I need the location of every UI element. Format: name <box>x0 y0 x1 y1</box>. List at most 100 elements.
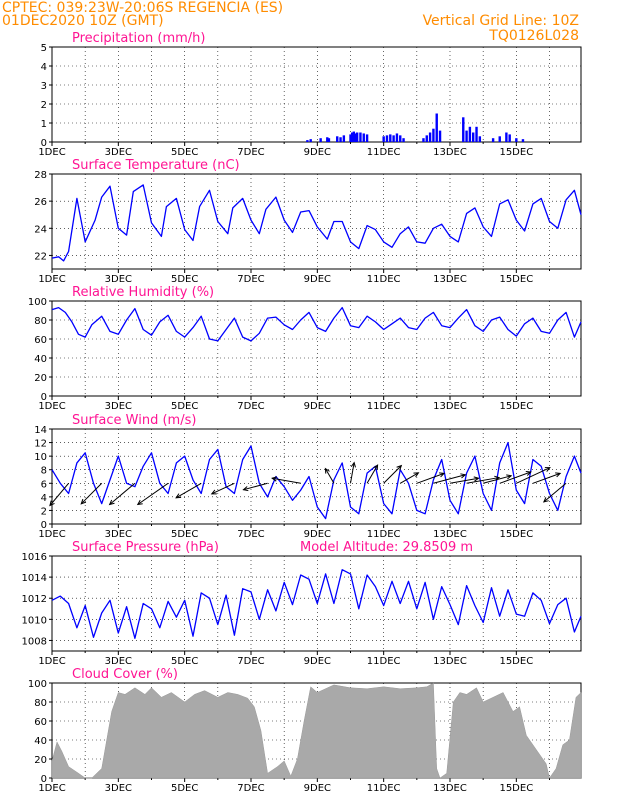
x-tick-label: 13DEC <box>433 783 467 794</box>
y-tick-label: 40 <box>34 736 47 747</box>
wind-arrow <box>366 464 379 484</box>
header-grid-note: Vertical Grid Line: 10Z <box>423 13 579 29</box>
x-tick-label: 11DEC <box>367 529 401 540</box>
y-tick-label: 4 <box>41 493 47 504</box>
x-tick-label: 1DEC <box>38 783 65 794</box>
precip-bar <box>505 132 508 142</box>
precip-bar <box>385 135 389 142</box>
precip-bar <box>498 136 501 142</box>
panel-frame <box>51 555 582 652</box>
precip-bar <box>472 132 475 142</box>
x-tick-label: 9DEC <box>304 656 331 667</box>
precip-bar <box>306 140 309 142</box>
y-tick-label: 4 <box>41 62 47 73</box>
header-location: CPTEC: 039:23W-20:06S REGENCIA (ES) <box>2 0 283 16</box>
precip-bar <box>339 137 342 142</box>
cloud-cover-area <box>51 682 582 779</box>
wind-arrow <box>324 467 335 484</box>
y-tick-label: 8 <box>41 466 47 477</box>
x-tick-label: 1DEC <box>38 147 65 158</box>
y-tick-label: 3 <box>41 81 47 92</box>
y-tick-label: 20 <box>34 373 47 384</box>
x-tick-label: 1DEC <box>38 656 65 667</box>
precip-bar <box>336 136 339 142</box>
precip-bar <box>475 126 478 142</box>
y-tick-label: 1014 <box>22 573 47 584</box>
wind-arrow <box>516 467 551 484</box>
precip-bar <box>309 139 312 142</box>
x-tick-label: 1DEC <box>38 274 65 285</box>
panel-title: Surface Pressure (hPa) <box>72 540 219 555</box>
panel-precipitation: 0 1 2 3 4 5 1DEC 3DEC 5DEC 7DEC 9DEC 11DEC 13DEC 15DE… <box>38 31 582 158</box>
series-line-temperature <box>51 184 582 262</box>
panel-frame <box>51 428 582 525</box>
x-tick-label: 15DEC <box>499 783 533 794</box>
x-tick-label: 9DEC <box>304 783 331 794</box>
precip-bar <box>468 126 472 142</box>
x-tick-label: 13DEC <box>433 274 467 285</box>
y-tick-label: 6 <box>41 479 47 490</box>
y-tick-label: 2 <box>41 506 47 517</box>
precip-bar <box>355 132 359 142</box>
x-tick-label: 5DEC <box>171 147 198 158</box>
precip-bar <box>508 134 511 142</box>
y-tick-label: 60 <box>34 335 47 346</box>
x-tick-label: 3DEC <box>105 401 132 412</box>
x-tick-label: 9DEC <box>304 274 331 285</box>
x-tick-label: 15DEC <box>499 274 533 285</box>
wind-arrow <box>210 482 235 495</box>
x-tick-label: 15DEC <box>499 401 533 412</box>
wind-arrow <box>399 472 420 484</box>
precip-bar <box>382 136 385 142</box>
x-tick-label: 5DEC <box>171 401 198 412</box>
x-tick-label: 11DEC <box>367 656 401 667</box>
x-tick-label: 5DEC <box>171 656 198 667</box>
panel-cloud: 0 20 40 60 80 100 1DEC 3DEC 5DEC 7DEC 9DEC 11DEC 13D… <box>28 667 582 794</box>
y-tick-label: 26 <box>34 197 47 208</box>
y-tick-label: 0 <box>41 138 47 149</box>
precip-bar <box>395 133 399 142</box>
x-tick-label: 9DEC <box>304 529 331 540</box>
y-tick-label: 12 <box>34 439 47 450</box>
x-tick-label: 3DEC <box>105 274 132 285</box>
precip-bar <box>342 135 346 142</box>
precip-bar <box>319 138 322 142</box>
x-tick-label: 3DEC <box>105 147 132 158</box>
y-tick-label: 20 <box>34 755 47 766</box>
precip-bar <box>435 113 438 142</box>
panel-temperature: 22 24 26 28 1DEC 3DEC 5DEC 7DEC 9DEC 11DEC 13DEC 15… <box>34 158 582 285</box>
wind-arrow <box>80 482 103 505</box>
wind-arrow <box>542 482 567 503</box>
x-tick-label: 11DEC <box>367 401 401 412</box>
panel-title: Precipitation (mm/h) <box>72 31 205 46</box>
x-tick-label: 9DEC <box>304 401 331 412</box>
precip-bar <box>389 134 392 142</box>
x-tick-label: 7DEC <box>237 783 264 794</box>
panel-title: Surface Temperature (nC) <box>72 158 240 173</box>
y-tick-label: 80 <box>34 698 47 709</box>
precip-bar <box>359 132 362 142</box>
y-tick-label: 1016 <box>22 552 47 563</box>
y-tick-label: 5 <box>41 43 47 54</box>
series-line-pressure <box>51 569 582 639</box>
y-tick-label: 1 <box>41 119 47 130</box>
header: CPTEC: 039:23W-20:06S REGENCIA (ES) 01DE… <box>2 0 579 44</box>
y-tick-label: 100 <box>28 679 47 690</box>
panel-pressure: 1008 1010 1012 1014 1016 1DEC 3DEC 5DEC 7DEC 9DEC… <box>22 540 582 667</box>
wind-arrow <box>108 482 136 506</box>
precip-bar <box>465 130 468 142</box>
y-tick-label: 40 <box>34 354 47 365</box>
wind-arrow <box>350 461 356 484</box>
wind-arrow <box>383 464 403 484</box>
wind-arrow <box>532 472 562 484</box>
x-tick-label: 5DEC <box>171 529 198 540</box>
x-tick-label: 11DEC <box>367 783 401 794</box>
wind-arrow <box>271 476 301 484</box>
precip-bar <box>402 138 405 142</box>
x-tick-label: 3DEC <box>105 529 132 540</box>
x-tick-label: 1DEC <box>38 401 65 412</box>
y-tick-label: 10 <box>34 452 47 463</box>
x-tick-label: 15DEC <box>499 147 533 158</box>
precip-bar <box>392 135 395 142</box>
